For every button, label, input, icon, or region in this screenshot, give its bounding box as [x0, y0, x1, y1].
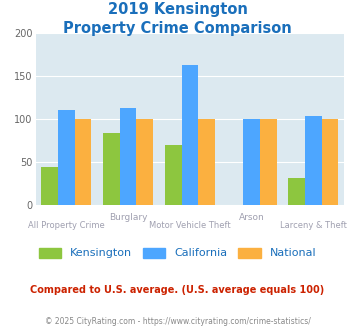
- Text: 2019 Kensington: 2019 Kensington: [108, 2, 247, 16]
- Text: Compared to U.S. average. (U.S. average equals 100): Compared to U.S. average. (U.S. average …: [31, 285, 324, 295]
- Bar: [182, 65, 198, 205]
- Text: Property Crime Comparison: Property Crime Comparison: [63, 21, 292, 36]
- Bar: [75, 119, 91, 205]
- Text: Burglary: Burglary: [109, 213, 147, 222]
- Bar: [165, 146, 182, 205]
- Bar: [120, 108, 136, 205]
- Text: Arson: Arson: [239, 213, 264, 222]
- Bar: [198, 119, 215, 205]
- Bar: [260, 119, 277, 205]
- Bar: [136, 119, 153, 205]
- Text: All Property Crime: All Property Crime: [28, 221, 105, 230]
- Text: © 2025 CityRating.com - https://www.cityrating.com/crime-statistics/: © 2025 CityRating.com - https://www.city…: [45, 317, 310, 326]
- Text: Larceny & Theft: Larceny & Theft: [280, 221, 347, 230]
- Text: Motor Vehicle Theft: Motor Vehicle Theft: [149, 221, 231, 230]
- Bar: [42, 167, 58, 205]
- Bar: [289, 178, 305, 205]
- Bar: [322, 119, 338, 205]
- Bar: [244, 119, 260, 205]
- Bar: [58, 110, 75, 205]
- Legend: Kensington, California, National: Kensington, California, National: [36, 244, 320, 262]
- Bar: [305, 116, 322, 205]
- Bar: [103, 133, 120, 205]
